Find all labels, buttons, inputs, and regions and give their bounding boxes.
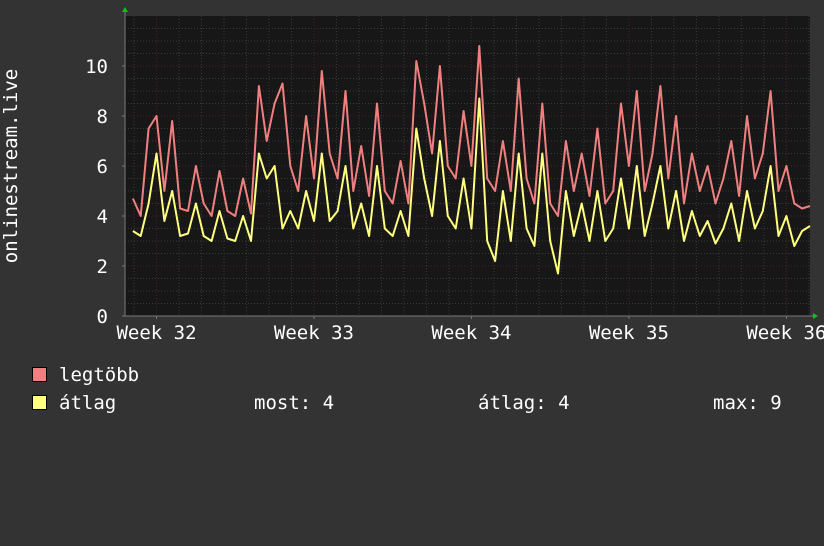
stat-average: átlag: 4 bbox=[478, 392, 570, 414]
chart-window: 0 2 4 6 8 10 Week 32 Week 33 Week 34 Week 35 Week… bbox=[0, 7, 824, 414]
series-line-0 bbox=[131, 45, 811, 217]
x-tick-labels: Week 32 Week 33 Week 34 Week 35 Week 36 bbox=[116, 316, 824, 344]
stat-current: most: 4 bbox=[254, 392, 335, 414]
legend-swatch-avg bbox=[32, 395, 47, 410]
y-axis-label: onlinestream.live bbox=[0, 69, 22, 263]
x-tick-label: Week 33 bbox=[274, 322, 354, 344]
y-tick-label: 0 bbox=[97, 306, 108, 328]
stat-maximum: max: 9 bbox=[713, 392, 782, 414]
series-line-1 bbox=[132, 97, 811, 275]
y-axis-arrow-icon bbox=[122, 7, 128, 12]
legend-row-max: legtöbb bbox=[32, 364, 332, 386]
legend-swatch-max bbox=[32, 367, 47, 382]
series-layer bbox=[131, 45, 811, 275]
axes bbox=[122, 7, 818, 319]
major-grid bbox=[125, 16, 810, 316]
y-tick-labels: 0 2 4 6 8 10 bbox=[85, 56, 125, 328]
x-axis-arrow-icon bbox=[813, 313, 818, 319]
legend-label-avg: átlag bbox=[59, 392, 117, 414]
y-tick-label: 2 bbox=[97, 256, 108, 278]
y-tick-label: 6 bbox=[97, 156, 108, 178]
y-tick-label: 8 bbox=[97, 106, 108, 128]
x-tick-label: Week 34 bbox=[431, 322, 511, 344]
x-tick-label: Week 32 bbox=[116, 322, 196, 344]
x-tick-label: Week 36 bbox=[746, 322, 824, 344]
x-tick-label: Week 35 bbox=[589, 322, 669, 344]
y-tick-label: 4 bbox=[97, 206, 108, 228]
legend-label-max: legtöbb bbox=[59, 364, 140, 386]
y-tick-label: 10 bbox=[85, 56, 108, 78]
legend-row-avg: átlag most: 4 átlag: 4 max: 9 bbox=[32, 392, 812, 414]
